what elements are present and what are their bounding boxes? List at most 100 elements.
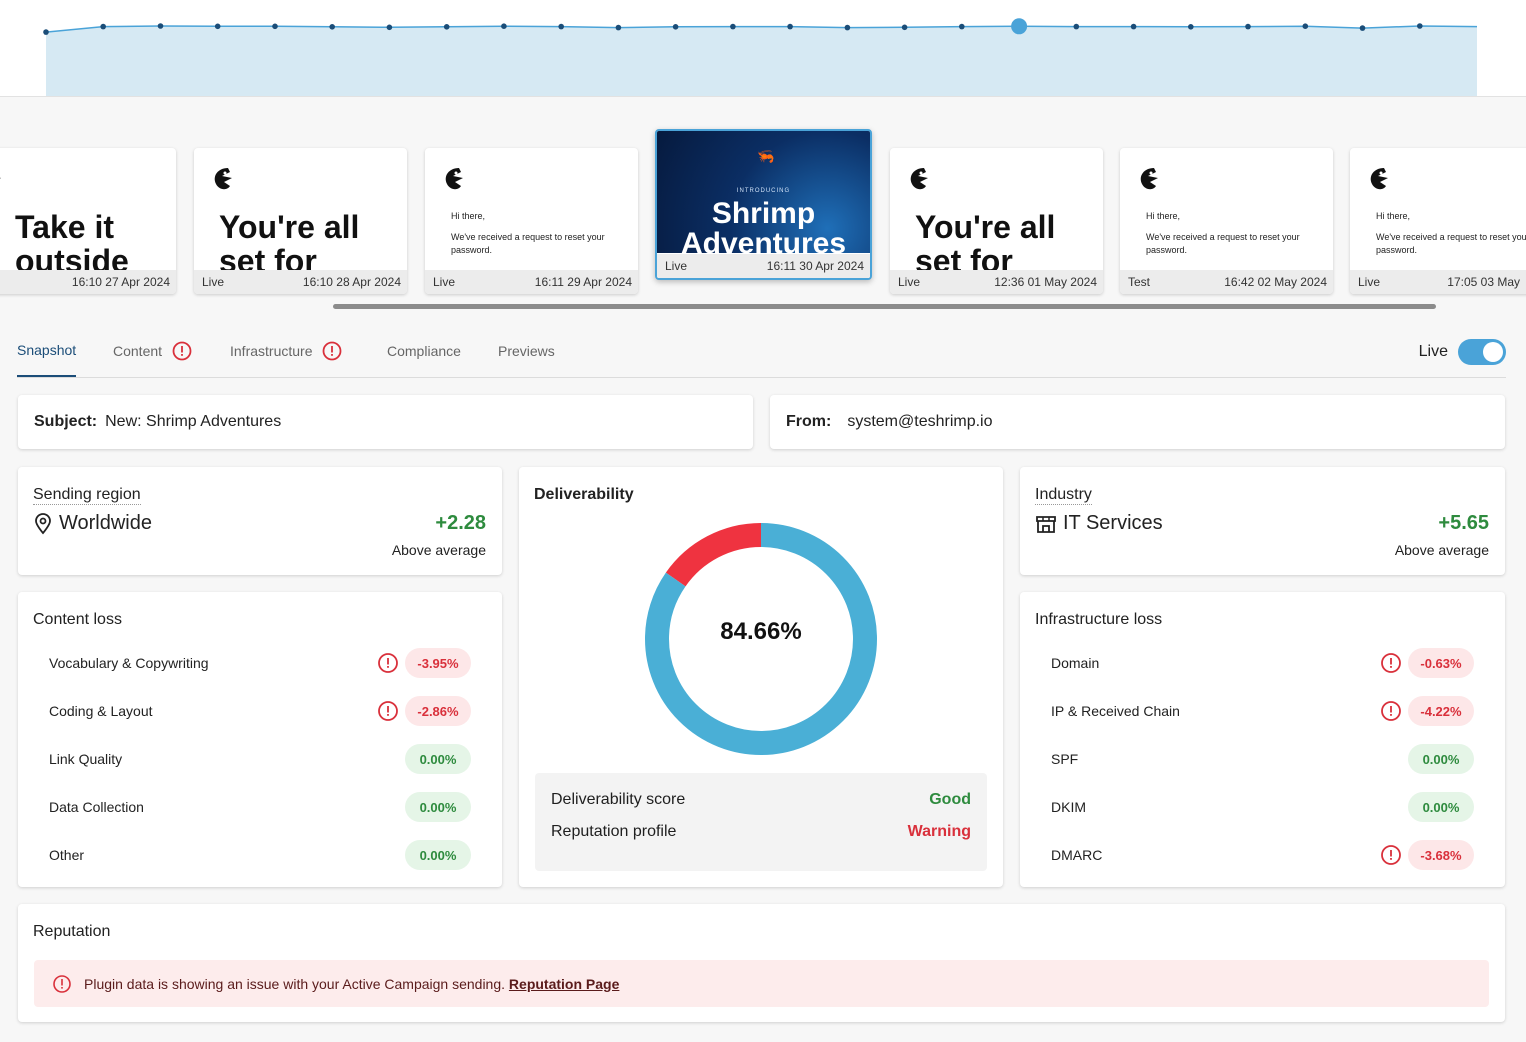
timeline-point[interactable]: [386, 24, 393, 31]
thumbnail-footer: Live 17:05 03 May: [1350, 270, 1526, 294]
loss-row[interactable]: Link Quality 0.00%: [49, 744, 471, 774]
timeline-point[interactable]: [844, 24, 851, 31]
email-thumbnail-selected[interactable]: 🦐 INTRODUCING Shrimp Adventures Live 16:11…: [655, 129, 872, 280]
sending-region-title[interactable]: Sending region: [33, 486, 141, 505]
sending-region-score: +2.28: [435, 512, 486, 534]
alert-circle-icon: [378, 701, 398, 721]
thumbnail-body: Hi there, We've received a request to res…: [1146, 211, 1300, 255]
loss-value-badge: 0.00%: [1408, 744, 1474, 774]
loss-row[interactable]: Coding & Layout -2.86%: [49, 696, 471, 726]
alert-circle-icon: [1381, 653, 1401, 673]
thumbnail-time: 16:42 02 May 2024: [1224, 275, 1327, 289]
loss-row[interactable]: DKIM 0.00%: [1051, 792, 1474, 822]
loss-row-name: Domain: [1051, 655, 1100, 671]
tab-content[interactable]: Content: [113, 325, 192, 377]
reputation-message: Plugin data is showing an issue with you…: [84, 975, 506, 992]
loss-value-badge: -2.86%: [405, 696, 471, 726]
reputation-alert-banner: Plugin data is showing an issue with you…: [34, 960, 1489, 1007]
tab-bar: Snapshot Content Infrastructure Complian…: [17, 325, 1506, 378]
loss-row[interactable]: Other 0.00%: [49, 840, 471, 870]
from-value: system@teshrimp.io: [847, 413, 993, 430]
timeline-svg[interactable]: [0, 0, 1526, 97]
sending-region-note: Above average: [391, 542, 486, 558]
tab-infrastructure[interactable]: Infrastructure: [230, 325, 342, 377]
email-thumbnail[interactable]: Hi there, We've received a request to res…: [1350, 148, 1526, 294]
email-carousel[interactable]: Take it outside 16:10 27 Apr 2024 You're …: [0, 98, 1526, 310]
timeline-point[interactable]: [901, 24, 908, 31]
timeline-point[interactable]: [787, 23, 793, 30]
subject-label: Subject:: [34, 413, 98, 430]
tab-compliance[interactable]: Compliance: [387, 325, 461, 377]
timeline-point[interactable]: [1130, 23, 1137, 30]
timeline-point[interactable]: [329, 24, 336, 30]
timeline-point[interactable]: [615, 24, 622, 31]
tab-label: Infrastructure: [230, 343, 313, 359]
timeline-point[interactable]: [730, 23, 736, 30]
loss-row-name: IP & Received Chain: [1051, 703, 1180, 719]
alert-circle-icon: [1381, 845, 1401, 865]
loss-row[interactable]: Vocabulary & Copywriting -3.95%: [49, 648, 471, 678]
email-thumbnail[interactable]: Take it outside 16:10 27 Apr 2024: [0, 148, 176, 294]
email-thumbnail[interactable]: You're all set for Live 16:10 28 Apr 2024: [194, 148, 407, 294]
loss-row[interactable]: IP & Received Chain -4.22%: [1051, 696, 1474, 726]
timeline-chart[interactable]: [0, 0, 1526, 97]
timeline-point[interactable]: [558, 23, 564, 30]
loss-row[interactable]: SPF 0.00%: [1051, 744, 1474, 774]
loss-row[interactable]: Data Collection 0.00%: [49, 792, 471, 822]
timeline-point[interactable]: [501, 23, 507, 30]
loss-row-name: Link Quality: [49, 751, 123, 767]
loss-row[interactable]: Domain -0.63%: [1051, 648, 1474, 678]
email-thumbnail[interactable]: Hi there, We've received a request to res…: [1120, 148, 1333, 294]
timeline-point[interactable]: [1073, 23, 1080, 30]
tab-previews[interactable]: Previews: [498, 325, 555, 377]
thumbnail-body: Hi there, We've received a request to res…: [451, 211, 605, 255]
timeline-point[interactable]: [43, 29, 49, 35]
deliverability-score-row: Deliverability score Good: [535, 791, 987, 809]
timeline-point[interactable]: [272, 23, 278, 30]
shrimp-logo-icon: 🦐: [757, 148, 775, 164]
reputation-profile-row: Reputation profile Warning: [535, 823, 987, 841]
timeline-point[interactable]: [959, 23, 965, 30]
timeline-line: [45, 25, 1478, 33]
alert-circle-icon: [172, 341, 192, 361]
reputation-profile-value: Warning: [907, 823, 971, 840]
loss-row[interactable]: DMARC -3.68%: [1051, 840, 1474, 870]
loss-value-badge: 0.00%: [405, 792, 471, 822]
timeline-point[interactable]: [1359, 25, 1366, 31]
reputation-page-link[interactable]: Reputation Page: [508, 975, 620, 992]
reputation-card: Reputation Plugin data is showing an iss…: [18, 904, 1505, 1022]
thumbnail-footer: Test 16:42 02 May 2024: [1120, 270, 1333, 294]
thumbnail-time: 17:05 03 May: [1447, 275, 1520, 289]
infrastructure-loss-card: Infrastructure loss Domain -0.63% IP & Rec…: [1020, 592, 1505, 887]
industry-value-row: IT Services: [1035, 512, 1163, 535]
tab-snapshot[interactable]: Snapshot: [17, 325, 77, 377]
subject-value: New: Shrimp Adventures: [105, 413, 282, 430]
carousel-scrollbar[interactable]: [333, 304, 1436, 309]
timeline-point[interactable]: [672, 24, 679, 30]
email-thumbnail[interactable]: Hi there, We've received a request to res…: [425, 148, 638, 294]
shrimp-logo-icon: [1370, 168, 1388, 190]
timeline-point[interactable]: [214, 23, 221, 30]
timeline-point[interactable]: [443, 24, 450, 30]
email-thumbnail[interactable]: You're all set for Live 12:36 01 May 2024: [890, 148, 1103, 294]
timeline-point-selected[interactable]: [1011, 18, 1028, 35]
timeline-point[interactable]: [1245, 23, 1251, 30]
timeline-point[interactable]: [157, 23, 164, 29]
switch-knob: [1483, 342, 1503, 362]
live-toggle[interactable]: Live: [1419, 339, 1506, 365]
hero-title: Shrimp Adventures: [680, 197, 847, 254]
industry-title[interactable]: Industry: [1035, 486, 1092, 505]
loss-value-badge: -0.63%: [1408, 648, 1474, 678]
timeline-point[interactable]: [1188, 24, 1194, 30]
timeline-point[interactable]: [1417, 23, 1423, 29]
thumbnail-body: Hi there, We've received a request to res…: [1376, 211, 1526, 255]
timeline-point[interactable]: [1302, 23, 1309, 30]
live-switch[interactable]: [1458, 339, 1506, 365]
thumbnail-status: Live: [1358, 275, 1381, 289]
deliverability-title: Deliverability: [534, 486, 634, 503]
live-toggle-label: Live: [1418, 343, 1448, 360]
shrimp-logo-icon: [0, 177, 1, 179]
loss-value-badge: -4.22%: [1408, 696, 1474, 726]
reputation-profile-label: Reputation profile: [551, 823, 677, 840]
timeline-point[interactable]: [100, 23, 106, 30]
